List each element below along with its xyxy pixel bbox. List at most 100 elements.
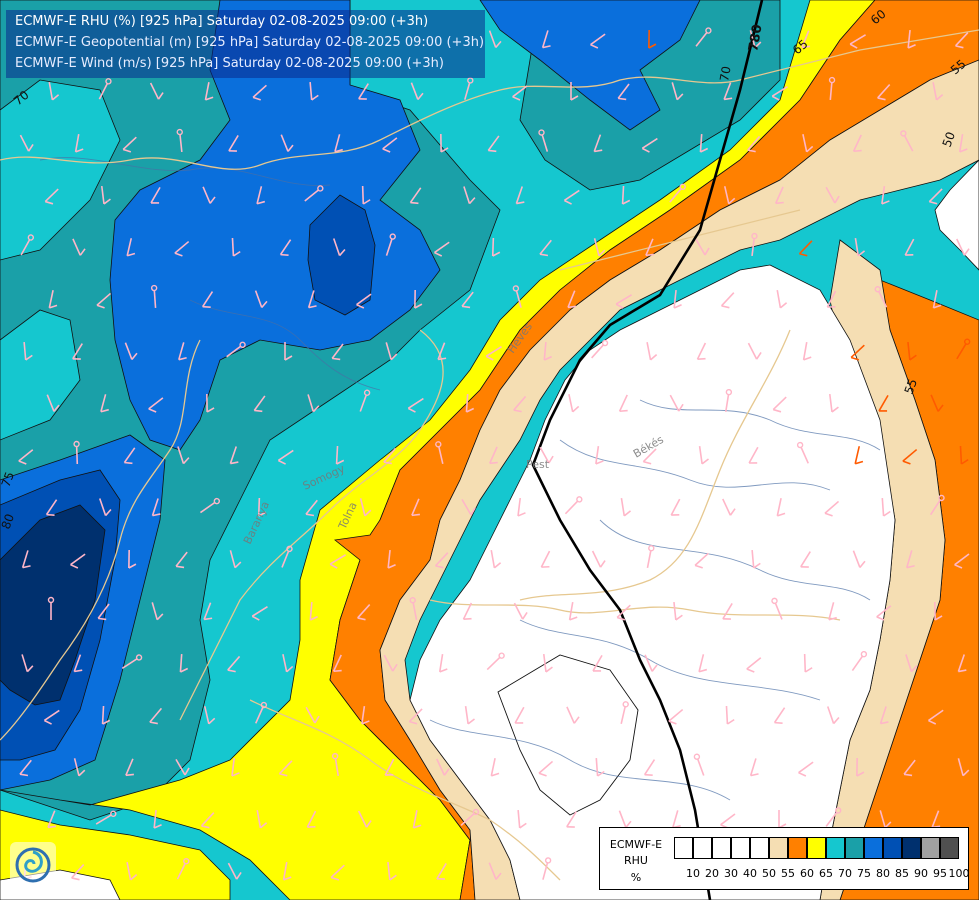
wind-barb — [461, 291, 474, 309]
wind-barb — [673, 289, 682, 309]
wind-barb — [928, 188, 943, 205]
wind-barb — [21, 550, 31, 569]
wind-barb — [615, 294, 632, 309]
wind-barb — [485, 346, 502, 361]
wind-barb — [124, 342, 138, 360]
wind-barb — [954, 32, 969, 49]
wind-barb — [226, 341, 246, 358]
wind-barb — [903, 759, 916, 777]
rivers — [39, 157, 881, 801]
legend-unit: % — [630, 871, 642, 884]
wind-barb — [723, 82, 733, 101]
wind-barb — [699, 133, 709, 153]
title-overlay: ECMWF-E RHU (%) [925 hPa] Saturday 02-08… — [6, 10, 485, 78]
wind-barb — [23, 341, 33, 361]
wind-barb — [179, 653, 189, 673]
wind-barb — [150, 186, 161, 204]
wind-barb — [538, 760, 554, 777]
wind-barb — [203, 602, 213, 621]
wind-barb — [383, 447, 397, 465]
wind-barb — [227, 862, 242, 880]
rhu-85-region — [307, 194, 376, 316]
wind-barb — [725, 705, 735, 725]
wind-barb — [329, 554, 346, 569]
wind-barb — [414, 289, 423, 309]
wind-barb — [151, 602, 164, 621]
legend-tick-label: 30 — [724, 867, 738, 880]
legend-tick-label: 10 — [686, 867, 700, 880]
wind-barb — [356, 293, 372, 309]
wind-barb — [724, 388, 733, 413]
wind-barb — [465, 393, 475, 413]
wind-barb — [539, 446, 554, 464]
wind-barb — [307, 290, 317, 309]
wind-barb — [200, 812, 215, 829]
wind-barb — [954, 553, 970, 569]
wind-barb — [958, 133, 968, 153]
legend-tick-label: 80 — [876, 867, 890, 880]
wind-barb — [309, 601, 318, 621]
legend-swatch — [921, 837, 940, 859]
wind-barb — [643, 759, 656, 776]
wind-barb — [435, 441, 444, 464]
wind-barb — [747, 135, 761, 153]
wind-barb — [825, 186, 840, 204]
wind-barb — [856, 757, 865, 777]
wind-barb — [45, 499, 58, 517]
wind-barb — [204, 82, 214, 101]
wind-barb — [256, 186, 266, 205]
wind-barb — [932, 290, 942, 309]
wind-barb — [798, 240, 813, 257]
wind-barb — [567, 290, 577, 309]
wind-barb — [543, 341, 552, 361]
wind-barb — [593, 134, 603, 153]
rhu-70-west-patch-2 — [0, 309, 81, 441]
wind-barb — [618, 394, 628, 413]
legend-swatch — [788, 837, 807, 859]
wind-barb — [850, 344, 865, 361]
wind-barb — [486, 652, 505, 671]
wind-barb — [382, 137, 398, 153]
wind-barb — [749, 30, 762, 49]
wind-barb — [905, 654, 918, 673]
wind-barb — [407, 397, 424, 413]
wind-barb — [902, 448, 918, 465]
wind-barb — [617, 83, 630, 101]
rhu-50-ne-region — [934, 159, 979, 271]
legend-swatch — [750, 837, 769, 859]
admin-borders — [0, 29, 979, 881]
wind-barb — [385, 342, 398, 361]
wind-barb — [334, 134, 343, 153]
wind-barb — [331, 752, 340, 777]
legend-swatch — [902, 837, 921, 859]
legend-swatch — [712, 837, 731, 859]
wind-barb — [255, 701, 268, 724]
legend-swatch — [769, 837, 788, 859]
wind-barb — [126, 862, 138, 881]
wind-barb — [306, 810, 317, 828]
wind-barb — [330, 864, 345, 881]
wind-barb — [673, 601, 683, 621]
wind-barb — [517, 809, 527, 829]
wind-barb — [73, 440, 80, 465]
wind-barb — [620, 497, 632, 517]
legend-tick-label: 100 — [948, 867, 970, 880]
wind-barb — [98, 78, 112, 100]
legend-swatch — [807, 837, 826, 859]
wind-barb — [72, 343, 83, 360]
contour-label-75: 75 — [0, 470, 17, 489]
wind-barb — [670, 498, 681, 516]
wind-barb — [802, 342, 812, 361]
wind-barb — [851, 650, 868, 672]
wind-barbs — [18, 27, 971, 881]
legend-tick-label: 55 — [781, 867, 795, 880]
wind-barb — [19, 134, 34, 152]
wind-barb — [203, 706, 216, 725]
title-geopotential: ECMWF-E Geopotential (m) [925 hPa] Satur… — [15, 35, 485, 50]
wind-barb — [828, 76, 836, 101]
wind-barb — [305, 706, 320, 724]
wind-barb — [698, 654, 708, 673]
legend-swatch — [845, 837, 864, 859]
wind-barb — [464, 705, 475, 725]
